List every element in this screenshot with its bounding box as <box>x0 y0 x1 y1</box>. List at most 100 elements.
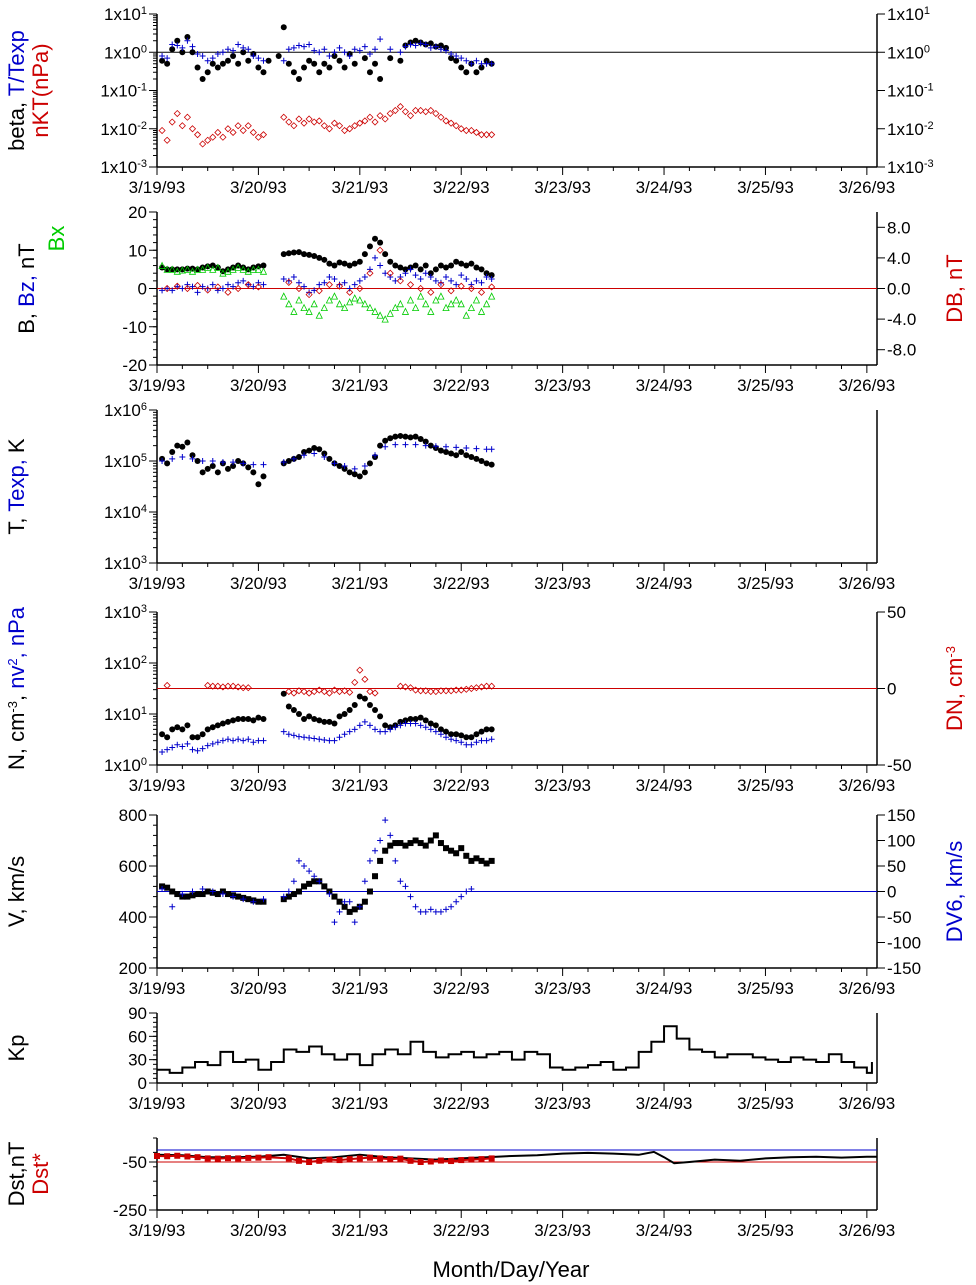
x-tick-label: 3/19/93 <box>129 979 186 998</box>
data-point <box>422 842 429 849</box>
data-point <box>285 458 292 464</box>
data-point <box>397 1155 404 1162</box>
series-Texp <box>159 441 495 472</box>
data-point <box>224 682 232 690</box>
data-point <box>159 885 166 892</box>
y-tick-label: 20 <box>128 203 147 222</box>
data-point <box>290 706 297 713</box>
data-point <box>316 69 323 76</box>
data-point <box>250 739 257 746</box>
data-point <box>468 741 475 748</box>
data-point <box>336 259 343 266</box>
x-tick-label: 3/23/93 <box>534 1094 591 1113</box>
data-point <box>371 118 379 126</box>
data-point <box>427 442 434 449</box>
data-point <box>442 303 450 312</box>
data-point <box>254 133 262 141</box>
data-point <box>381 115 389 123</box>
data-point <box>351 46 358 53</box>
data-point <box>230 717 237 724</box>
data-point <box>397 432 404 439</box>
data-point <box>371 689 379 697</box>
data-point <box>458 449 465 456</box>
x-tick-label: 3/21/93 <box>331 574 388 593</box>
y-tick-label: 1x10-3 <box>100 158 147 177</box>
data-point <box>184 34 191 41</box>
data-point <box>285 46 292 53</box>
data-point <box>392 724 399 731</box>
data-point <box>478 857 485 864</box>
data-point <box>245 281 252 288</box>
data-point <box>330 686 339 694</box>
data-point <box>301 64 308 71</box>
data-point <box>214 891 221 898</box>
x-tick-label: 3/23/93 <box>534 178 591 197</box>
data-point <box>169 903 176 910</box>
data-point <box>427 1158 434 1165</box>
data-point <box>488 272 495 279</box>
data-point <box>488 461 495 468</box>
data-point <box>189 734 196 741</box>
data-point <box>229 682 237 690</box>
data-point <box>473 277 480 284</box>
panel-density: 1x103 1x102 1x101 1x100 50 0 -50 3/19/93 3/20/93… <box>104 603 912 795</box>
y2-tick-label: 1x101 <box>887 5 930 24</box>
y-tick-label: 1x103 <box>104 603 147 622</box>
data-point <box>452 122 460 130</box>
data-point <box>361 43 368 50</box>
data-point <box>209 265 217 273</box>
panel-velocity: 800 600 400 200 150 100 50 0 -50 -100 -150 3/19/93 3… <box>119 806 921 998</box>
data-point <box>295 75 302 82</box>
y-tick-label: 1x101 <box>104 5 147 24</box>
data-point <box>432 277 439 284</box>
data-point <box>448 903 455 910</box>
data-point <box>412 720 419 727</box>
data-point <box>483 726 490 733</box>
data-point <box>255 714 262 721</box>
data-point <box>326 260 333 267</box>
data-point <box>209 462 216 469</box>
x-tick-label: 3/23/93 <box>534 979 591 998</box>
y2-tick-label: 50 <box>887 857 906 876</box>
data-point <box>442 117 450 125</box>
data-point <box>407 434 414 441</box>
data-point <box>448 736 455 743</box>
data-point <box>164 746 171 753</box>
data-point <box>402 270 409 277</box>
x-tick-label: 3/21/93 <box>331 979 388 998</box>
x-tick-label: 3/23/93 <box>534 376 591 395</box>
data-point <box>255 481 262 488</box>
data-point <box>412 686 420 694</box>
data-point <box>169 46 176 53</box>
data-point <box>417 687 425 695</box>
data-point <box>468 453 475 460</box>
data-point <box>173 282 181 290</box>
data-point <box>427 307 435 315</box>
y-tick-label: 0 <box>138 280 147 299</box>
data-point <box>280 728 287 735</box>
data-point <box>432 908 439 915</box>
data-point <box>483 860 490 867</box>
data-point <box>301 251 308 258</box>
data-point <box>448 262 455 269</box>
data-point <box>448 847 455 854</box>
data-point <box>321 279 328 286</box>
data-point <box>199 458 206 464</box>
y2-tick-label: 1x10-1 <box>887 82 934 101</box>
data-point <box>280 292 288 300</box>
data-point <box>285 250 292 257</box>
data-point <box>483 270 490 277</box>
x-tick-label: 3/19/93 <box>129 1094 186 1113</box>
data-point <box>453 737 460 744</box>
data-point <box>361 274 368 281</box>
data-point <box>432 832 439 839</box>
data-point <box>230 893 237 900</box>
data-point <box>458 55 465 62</box>
data-point <box>178 122 186 130</box>
data-point <box>462 311 470 319</box>
data-point <box>366 460 373 467</box>
data-point <box>372 706 379 713</box>
data-point <box>158 261 166 269</box>
data-point <box>488 275 495 282</box>
data-point <box>295 279 302 286</box>
